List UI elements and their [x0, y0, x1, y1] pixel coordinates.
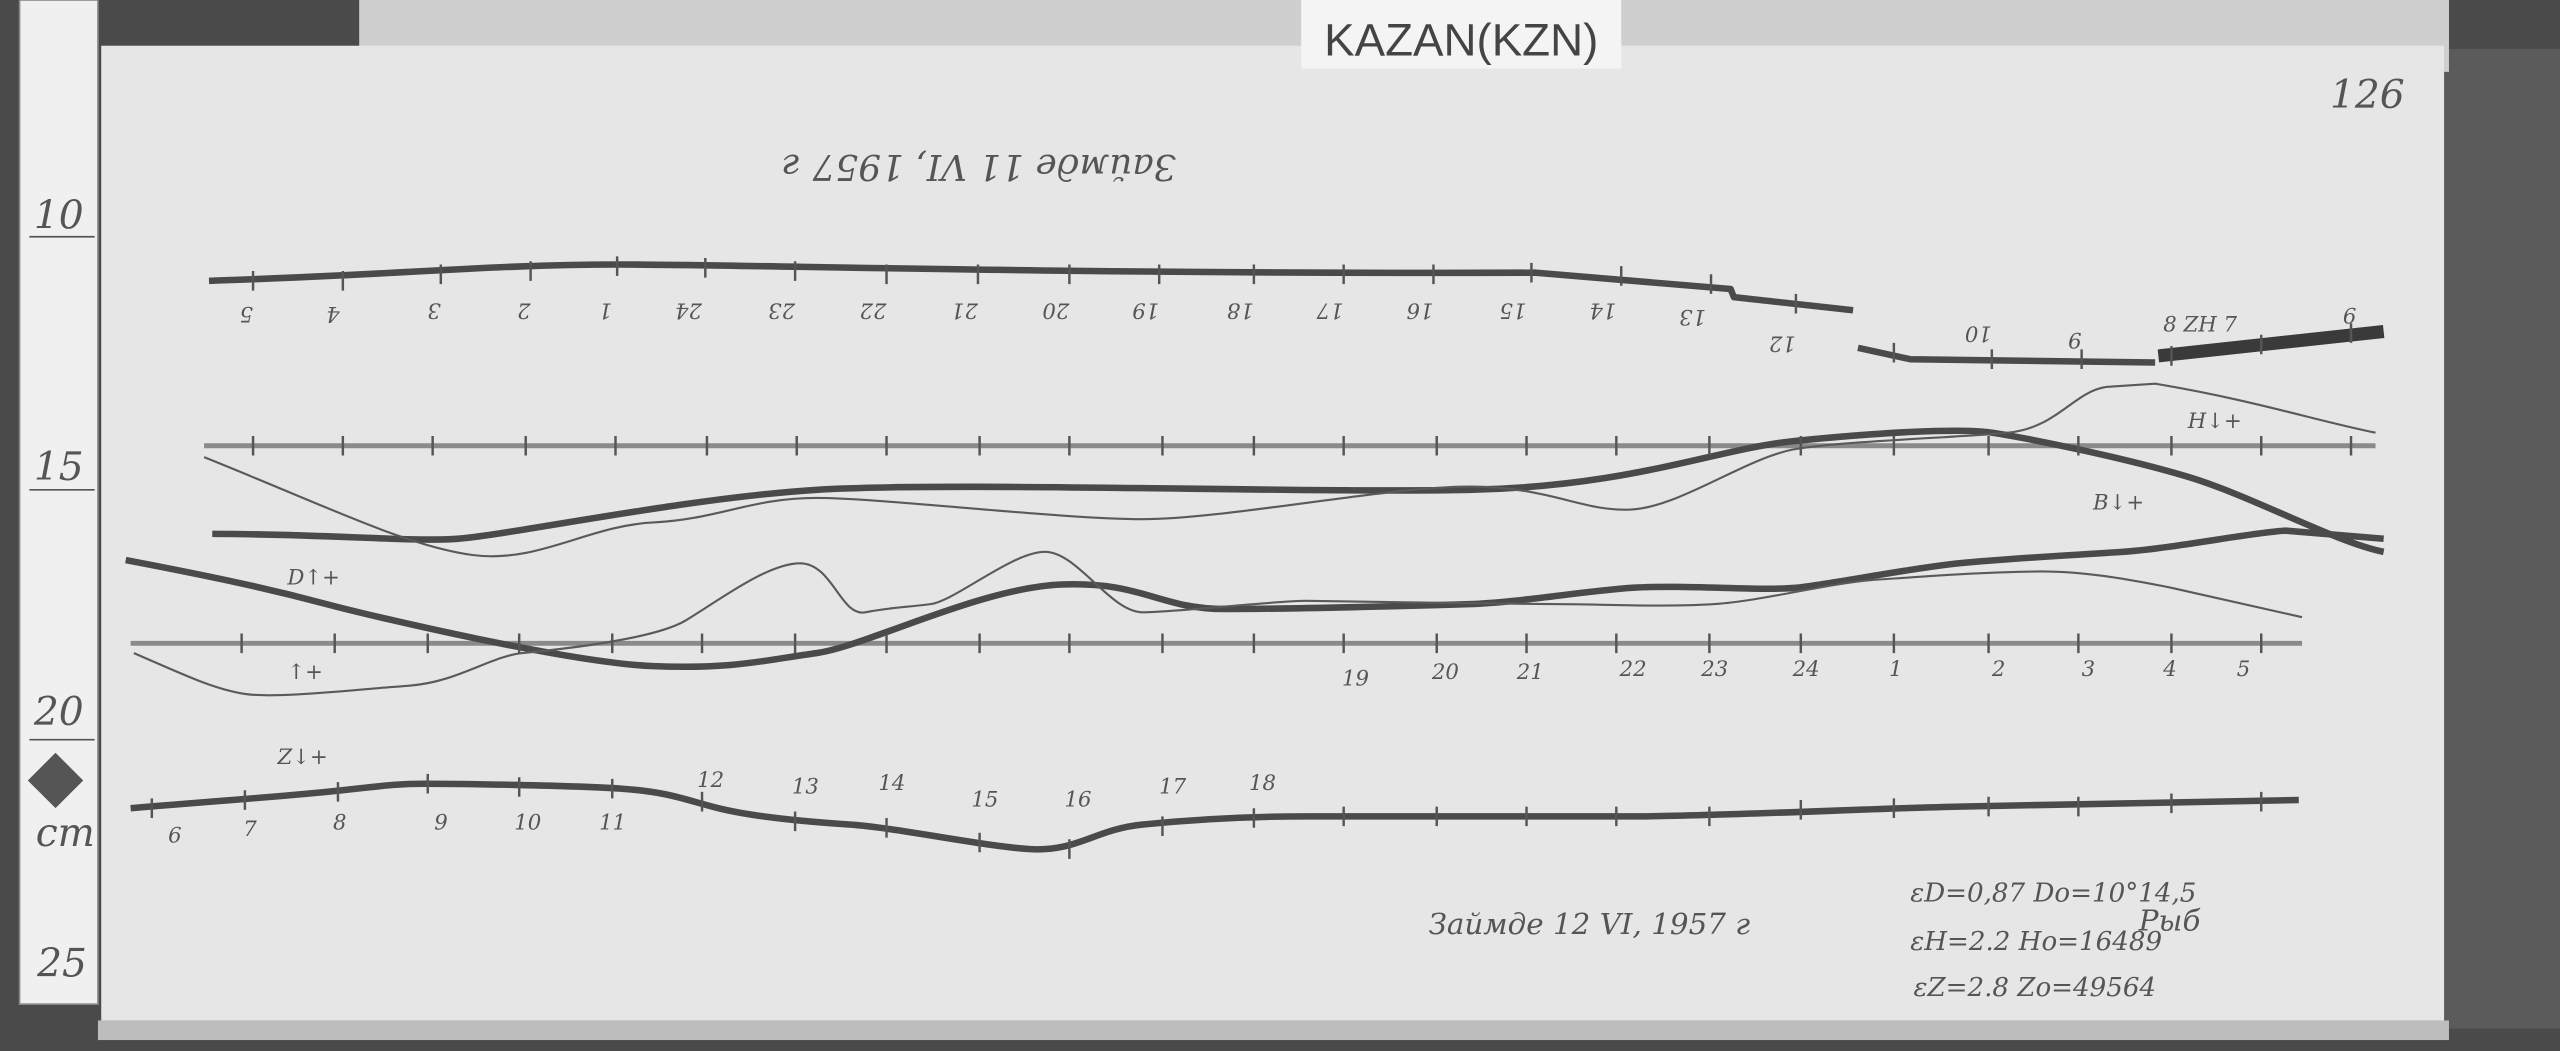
trace-label-d: D↑+	[286, 566, 340, 591]
ruler-marker-icon	[27, 752, 84, 809]
ruler-number: 20	[33, 690, 84, 735]
station-label: KAZAN(KZN)	[1324, 15, 1598, 66]
wood-board	[2444, 48, 2560, 1029]
hour-label: 24	[1792, 657, 1820, 682]
hour-labels-bottom: 6 7 8 9 10 11 12 13 14 15 16 17 18	[168, 768, 1276, 849]
hour-label: 23	[1700, 657, 1728, 682]
hour-label: 19	[1132, 298, 1159, 323]
hour-label: 22	[1619, 657, 1647, 682]
hour-label: 15	[971, 788, 998, 813]
ruler-number: 10	[34, 194, 84, 239]
hour-ticks	[150, 256, 2353, 859]
parameter-line: εZ=2.8 Zo=49564	[1913, 973, 2156, 1003]
hour-label: 18	[1249, 771, 1276, 796]
hour-label: 16	[1064, 788, 1091, 813]
hour-label: 18	[1227, 298, 1254, 323]
hour-label: 1	[599, 298, 613, 323]
trace-top	[208, 261, 1854, 314]
hour-label: 13	[1679, 304, 1706, 329]
hour-label: 17	[1316, 298, 1343, 323]
trace-h-thin	[203, 382, 2376, 558]
hour-label: 2	[1991, 657, 2006, 682]
hour-label: 14	[1589, 298, 1616, 323]
parameter-line: εH=2.2 Ho=16489	[1910, 927, 2162, 957]
hour-label: 17	[1159, 775, 1186, 800]
hour-label: 10	[1965, 321, 1992, 346]
hour-label: 3	[2082, 657, 2096, 682]
hour-label: 8	[333, 810, 347, 835]
ruler-unit: cm	[36, 811, 95, 856]
hour-label: 21	[951, 298, 979, 323]
trace-label-z: Z↓+	[277, 745, 328, 770]
date-bottom: Займде 12 VI, 1957 г	[1429, 907, 1751, 941]
trace-label-b: B↓+	[2092, 490, 2144, 515]
hour-label: 16	[1406, 298, 1433, 323]
hour-label: 10	[514, 810, 541, 835]
hour-label: 6	[168, 823, 182, 848]
hour-label: 19	[1342, 667, 1369, 692]
hour-label: 2	[517, 298, 532, 323]
date-top-inverted: Займде 11 VI, 1957 г	[783, 146, 1176, 187]
hour-label: 9	[2068, 327, 2082, 352]
hour-label: 5	[240, 301, 254, 326]
signature: Рыб	[2138, 904, 2202, 938]
hour-label: 9	[434, 810, 448, 835]
hour-label: 13	[792, 775, 819, 800]
trace-label-d2: ↑+	[287, 660, 323, 685]
trace-label-h: H↓+	[2187, 409, 2242, 434]
hour-label: 7	[243, 817, 257, 842]
hour-label: 22	[860, 298, 888, 323]
hour-label: 21	[1516, 660, 1544, 685]
hour-label: 12	[697, 768, 724, 793]
hour-label: 20	[1042, 298, 1070, 323]
trace-d-thin	[133, 550, 2303, 697]
hour-labels-top: 5 4 3 2 1 24 23 22 21 20 19 18 17 16 15 …	[240, 298, 2357, 356]
ruler: 10 15 20 cm 25	[18, 0, 99, 1005]
trace-z	[130, 780, 2299, 853]
hour-label: 23	[768, 298, 796, 323]
trace-d	[125, 527, 2384, 671]
ruler-number: 25	[36, 941, 87, 986]
parameter-line: εD=0,87 Do=10°14,5	[1910, 878, 2196, 908]
ruler-number: 15	[34, 445, 84, 490]
hour-label: 11	[599, 810, 626, 835]
trace-top-thick	[2157, 324, 2385, 363]
hour-label: 6	[2343, 304, 2357, 329]
hour-label: 15	[1500, 298, 1527, 323]
station-label-card	[1301, 0, 1622, 69]
hour-label: 4	[326, 301, 341, 326]
sheet-number: 126	[2330, 73, 2405, 118]
hour-label: 5	[2237, 657, 2251, 682]
hour-label: 20	[1431, 660, 1459, 685]
paper-sheet	[101, 45, 2445, 1021]
hour-label: 12	[1769, 330, 1796, 355]
hour-label: 4	[2162, 657, 2177, 682]
hour-label: 3	[427, 298, 441, 323]
hour-label: 1	[1889, 657, 1903, 682]
hour-label: 24	[675, 298, 703, 323]
trace-h	[212, 427, 2385, 556]
hour-labels-middle: 19 20 21 22 23 24 1 2 3 4 5	[1342, 657, 2250, 692]
hour-label: 14	[878, 771, 905, 796]
trace-top-right	[1857, 344, 2156, 366]
trace-label-zh: 8 ZH 7	[2163, 312, 2237, 337]
